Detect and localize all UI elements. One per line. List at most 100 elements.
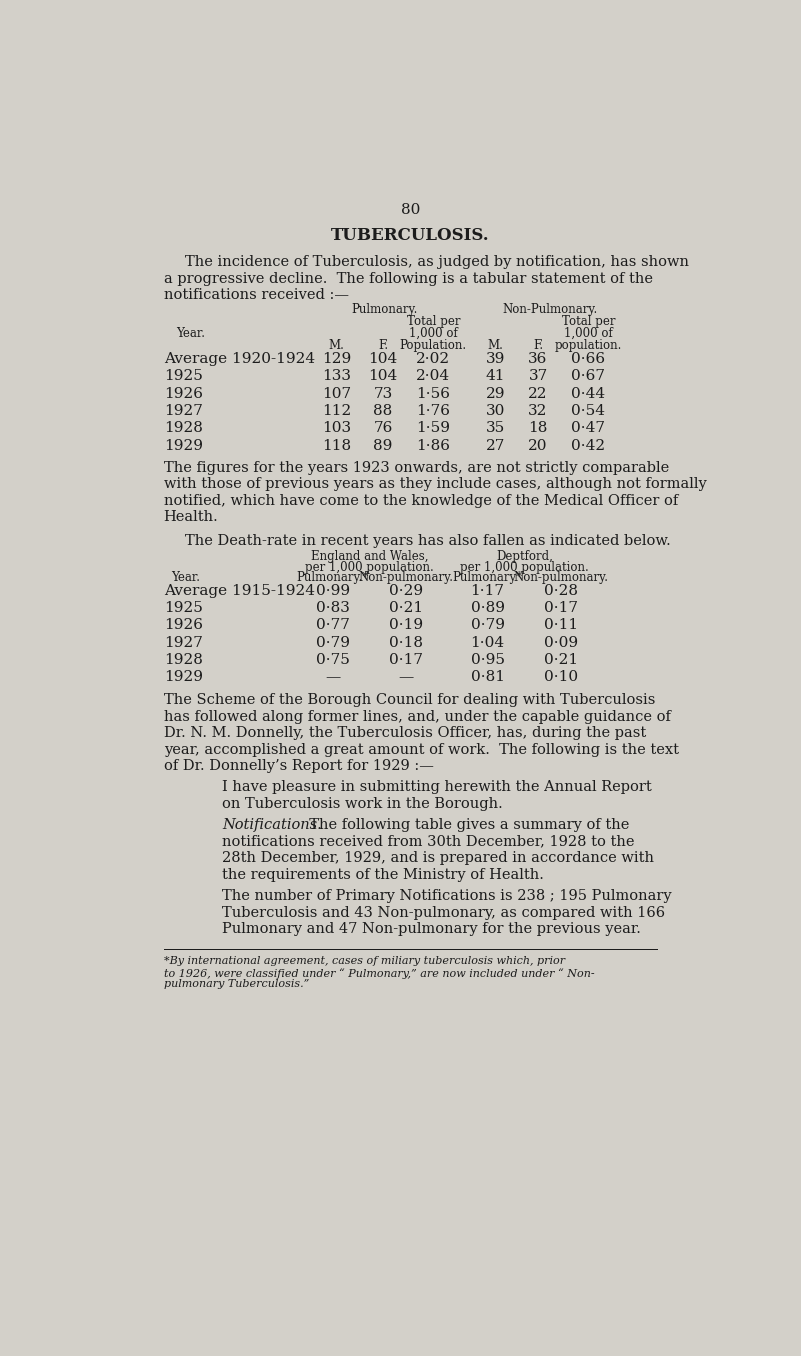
- Text: The Scheme of the Borough Council for dealing with Tuberculosis: The Scheme of the Borough Council for de…: [163, 693, 655, 706]
- Text: TUBERCULOSIS.: TUBERCULOSIS.: [331, 228, 490, 244]
- Text: —: —: [325, 670, 340, 685]
- Text: 1·17: 1·17: [471, 583, 505, 598]
- Text: Year.: Year.: [171, 571, 200, 584]
- Text: 0·21: 0·21: [544, 654, 578, 667]
- Text: 39: 39: [485, 353, 505, 366]
- Text: with those of previous years as they include cases, although not formally: with those of previous years as they inc…: [163, 477, 706, 491]
- Text: Non-pulmonary.: Non-pulmonary.: [359, 571, 453, 584]
- Text: 118: 118: [322, 439, 351, 453]
- Text: 0·17: 0·17: [389, 654, 423, 667]
- Text: 22: 22: [528, 386, 548, 401]
- Text: 0·28: 0·28: [544, 583, 578, 598]
- Text: 1925: 1925: [163, 369, 203, 384]
- Text: 0·81: 0·81: [471, 670, 505, 685]
- Text: of Dr. Donnelly’s Report for 1929 :—: of Dr. Donnelly’s Report for 1929 :—: [163, 759, 433, 773]
- Text: notifications received :—: notifications received :—: [163, 289, 348, 302]
- Text: 2·04: 2·04: [417, 369, 450, 384]
- Text: 1·56: 1·56: [417, 386, 450, 401]
- Text: Non-Pulmonary.: Non-Pulmonary.: [502, 304, 598, 316]
- Text: F.: F.: [378, 339, 388, 353]
- Text: Population.: Population.: [400, 339, 467, 353]
- Text: 0·66: 0·66: [571, 353, 606, 366]
- Text: Average 1915-1924: Average 1915-1924: [163, 583, 315, 598]
- Text: Pulmonary.: Pulmonary.: [352, 304, 418, 316]
- Text: 1·59: 1·59: [417, 422, 450, 435]
- Text: 129: 129: [322, 353, 351, 366]
- Text: Health.: Health.: [163, 510, 219, 525]
- Text: M.: M.: [488, 339, 503, 353]
- Text: Tuberculosis and 43 Non-pulmonary, as compared with 166: Tuberculosis and 43 Non-pulmonary, as co…: [222, 906, 665, 919]
- Text: England and Wales,: England and Wales,: [311, 549, 429, 563]
- Text: Dr. N. M. Donnelly, the Tuberculosis Officer, has, during the past: Dr. N. M. Donnelly, the Tuberculosis Off…: [163, 727, 646, 740]
- Text: Deptford,: Deptford,: [496, 549, 553, 563]
- Text: 28th December, 1929, and is prepared in accordance with: 28th December, 1929, and is prepared in …: [222, 852, 654, 865]
- Text: 0·79: 0·79: [316, 636, 349, 650]
- Text: 0·29: 0·29: [389, 583, 423, 598]
- Text: 0·99: 0·99: [316, 583, 350, 598]
- Text: The number of Primary Notifications is 238 ; 195 Pulmonary: The number of Primary Notifications is 2…: [222, 890, 671, 903]
- Text: 1927: 1927: [163, 636, 203, 650]
- Text: Average 1920-1924: Average 1920-1924: [163, 353, 315, 366]
- Text: 73: 73: [373, 386, 392, 401]
- Text: 27: 27: [485, 439, 505, 453]
- Text: 35: 35: [485, 422, 505, 435]
- Text: 1929: 1929: [163, 670, 203, 685]
- Text: 0·54: 0·54: [571, 404, 606, 418]
- Text: 1925: 1925: [163, 601, 203, 616]
- Text: 104: 104: [368, 369, 397, 384]
- Text: 107: 107: [322, 386, 351, 401]
- Text: a progressive decline.  The following is a tabular statement of the: a progressive decline. The following is …: [163, 271, 653, 286]
- Text: population.: population.: [554, 339, 622, 353]
- Text: 1·04: 1·04: [470, 636, 505, 650]
- Text: 20: 20: [528, 439, 548, 453]
- Text: notified, which have come to the knowledge of the Medical Officer of: notified, which have come to the knowled…: [163, 494, 678, 507]
- Text: 0·75: 0·75: [316, 654, 349, 667]
- Text: 0·11: 0·11: [544, 618, 578, 632]
- Text: —: —: [399, 670, 414, 685]
- Text: per 1,000 population.: per 1,000 population.: [460, 561, 589, 574]
- Text: 1,000 of: 1,000 of: [409, 327, 457, 340]
- Text: Non-pulmonary.: Non-pulmonary.: [513, 571, 609, 584]
- Text: has followed along former lines, and, under the capable guidance of: has followed along former lines, and, un…: [163, 709, 670, 724]
- Text: 0·77: 0·77: [316, 618, 349, 632]
- Text: Total per: Total per: [562, 315, 615, 328]
- Text: on Tuberculosis work in the Borough.: on Tuberculosis work in the Borough.: [222, 797, 502, 811]
- Text: 1926: 1926: [163, 618, 203, 632]
- Text: 0·18: 0·18: [389, 636, 423, 650]
- Text: 80: 80: [400, 203, 421, 217]
- Text: 1928: 1928: [163, 422, 203, 435]
- Text: I have pleasure in submitting herewith the Annual Report: I have pleasure in submitting herewith t…: [222, 781, 651, 795]
- Text: Pulmonary*: Pulmonary*: [453, 571, 523, 584]
- Text: 104: 104: [368, 353, 397, 366]
- Text: F.: F.: [533, 339, 543, 353]
- Text: 32: 32: [529, 404, 548, 418]
- Text: 1·76: 1·76: [417, 404, 450, 418]
- Text: 37: 37: [529, 369, 548, 384]
- Text: 0·47: 0·47: [571, 422, 606, 435]
- Text: 36: 36: [529, 353, 548, 366]
- Text: Pulmonary and 47 Non-pulmonary for the previous year.: Pulmonary and 47 Non-pulmonary for the p…: [222, 922, 641, 936]
- Text: 112: 112: [322, 404, 351, 418]
- Text: 0·89: 0·89: [471, 601, 505, 616]
- Text: 133: 133: [322, 369, 351, 384]
- Text: 0·79: 0·79: [471, 618, 505, 632]
- Text: pulmonary Tuberculosis.”: pulmonary Tuberculosis.”: [163, 979, 309, 989]
- Text: *By international agreement, cases of miliary tuberculosis which, prior: *By international agreement, cases of mi…: [163, 956, 565, 967]
- Text: 76: 76: [373, 422, 392, 435]
- Text: 1928: 1928: [163, 654, 203, 667]
- Text: 1·86: 1·86: [417, 439, 450, 453]
- Text: 89: 89: [373, 439, 392, 453]
- Text: 41: 41: [485, 369, 505, 384]
- Text: 30: 30: [485, 404, 505, 418]
- Text: year, accomplished a great amount of work.  The following is the text: year, accomplished a great amount of wor…: [163, 743, 678, 757]
- Text: per 1,000 population.: per 1,000 population.: [305, 561, 434, 574]
- Text: 0·19: 0·19: [389, 618, 423, 632]
- Text: 103: 103: [322, 422, 351, 435]
- Text: 0·21: 0·21: [389, 601, 423, 616]
- Text: The following table gives a summary of the: The following table gives a summary of t…: [300, 818, 630, 833]
- Text: Year.: Year.: [176, 327, 205, 340]
- Text: 0·95: 0·95: [471, 654, 505, 667]
- Text: 0·44: 0·44: [571, 386, 606, 401]
- Text: 0·42: 0·42: [571, 439, 606, 453]
- Text: The figures for the years 1923 onwards, are not strictly comparable: The figures for the years 1923 onwards, …: [163, 461, 669, 475]
